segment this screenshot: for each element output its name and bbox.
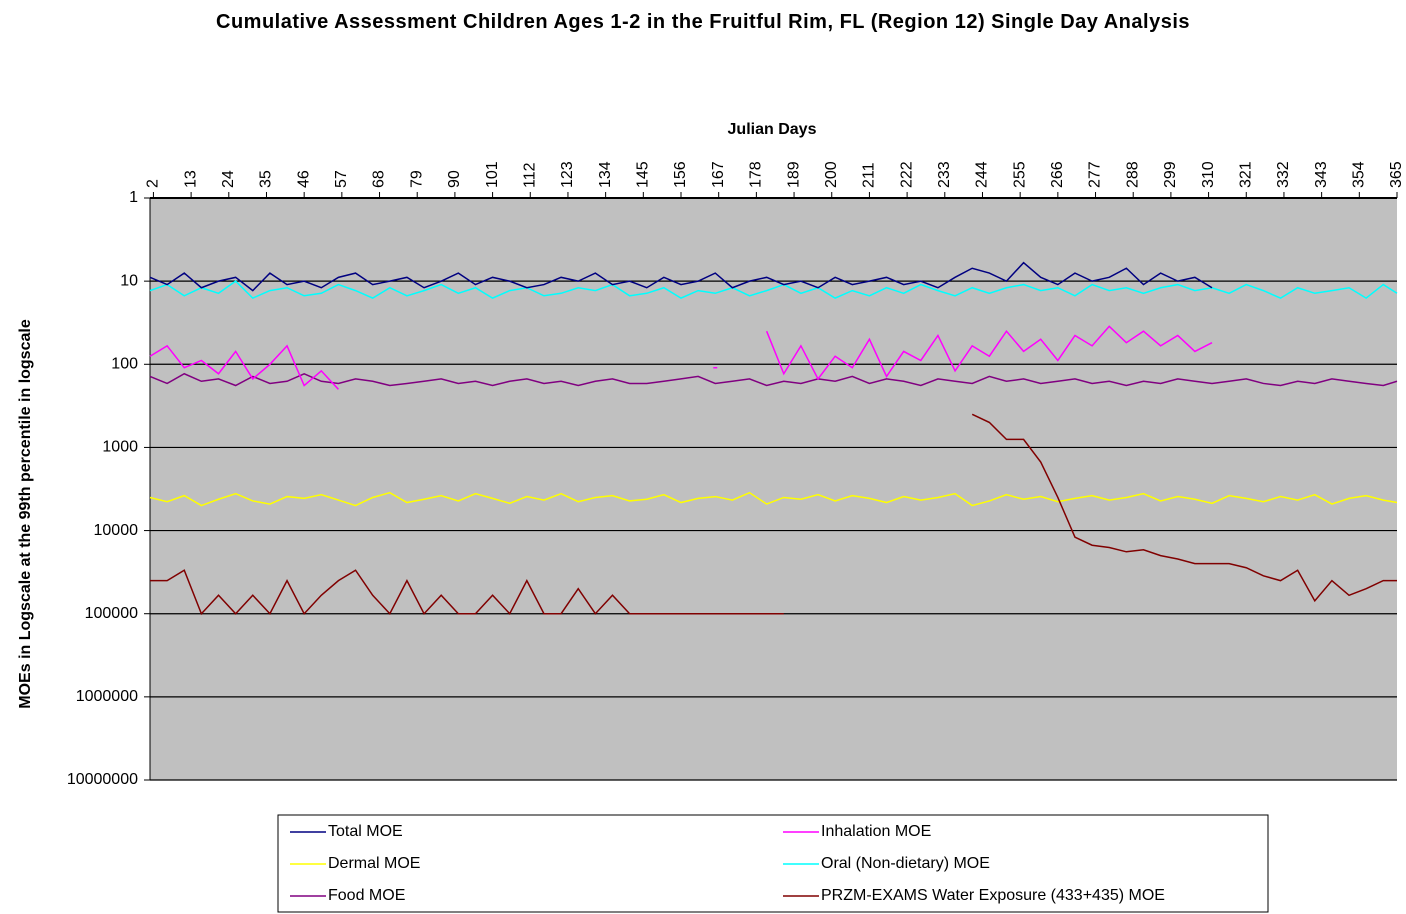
x-tick-label: 244 <box>974 161 991 188</box>
x-tick-label: 189 <box>785 161 802 188</box>
x-tick-label: 13 <box>182 170 199 188</box>
x-tick-label: 156 <box>672 161 689 188</box>
series-line <box>149 344 339 390</box>
x-tick-label: 266 <box>1049 161 1066 188</box>
series-line <box>149 261 1213 292</box>
legend-label: Dermal MOE <box>328 855 420 872</box>
chart-title: Cumulative Assessment Children Ages 1-2 … <box>216 11 1190 33</box>
series-line <box>150 569 784 616</box>
x-tick-label: 2 <box>145 179 162 188</box>
y-tick-label: 10000000 <box>67 771 138 788</box>
x-axis-title: Julian Days <box>728 121 817 138</box>
x-tick-label: 321 <box>1237 161 1254 188</box>
x-tick-label: 145 <box>635 161 652 188</box>
x-tick-label: 123 <box>559 161 576 188</box>
x-tick-label: 354 <box>1351 161 1368 188</box>
x-tick-label: 288 <box>1124 161 1141 188</box>
x-tick-label: 167 <box>710 161 727 188</box>
x-tick-label: 200 <box>823 161 840 188</box>
y-tick-label: 10000 <box>94 522 139 539</box>
legend-label: Total MOE <box>328 823 403 840</box>
x-tick-label: 90 <box>446 170 463 188</box>
x-tick-label: 46 <box>295 170 312 188</box>
series-line <box>971 413 1397 603</box>
x-tick-label: 101 <box>484 161 501 188</box>
plot-area <box>150 198 1397 780</box>
x-tick-label: 57 <box>333 170 350 188</box>
x-tick-label: 79 <box>408 170 425 188</box>
y-tick-label: 10 <box>120 272 138 289</box>
y-tick-label: 1 <box>129 189 138 206</box>
x-tick-label: 332 <box>1275 161 1292 188</box>
x-tick-label: 365 <box>1388 161 1405 188</box>
y-tick-label: 1000000 <box>76 688 138 705</box>
x-tick-label: 134 <box>597 161 614 188</box>
series-line <box>149 372 1398 387</box>
x-tick-label: 35 <box>258 170 275 188</box>
y-tick-label: 100 <box>111 356 138 373</box>
y-tick-label: 1000 <box>102 439 138 456</box>
x-tick-label: 233 <box>936 161 953 188</box>
legend-label: PRZM-EXAMS Water Exposure (433+435) MOE <box>821 887 1165 904</box>
x-tick-label: 299 <box>1162 161 1179 188</box>
legend-label: Inhalation MOE <box>821 823 931 840</box>
x-tick-label: 24 <box>220 170 237 188</box>
x-tick-label: 255 <box>1011 161 1028 188</box>
legend-label: Oral (Non-dietary) MOE <box>821 855 990 872</box>
legend-box <box>277 814 1269 913</box>
x-tick-label: 277 <box>1087 161 1104 188</box>
x-tick-label: 68 <box>371 170 388 188</box>
series-line <box>149 491 1398 507</box>
x-tick-label: 343 <box>1313 161 1330 188</box>
x-tick-label: 310 <box>1200 161 1217 188</box>
legend-label: Food MOE <box>328 887 405 904</box>
x-tick-label: 112 <box>521 162 538 188</box>
y-tick-label: 100000 <box>85 605 138 622</box>
x-tick-label: 211 <box>861 162 878 188</box>
x-tick-label: 222 <box>898 161 915 188</box>
x-tick-label: 178 <box>748 161 765 188</box>
series-line <box>149 280 1398 300</box>
series-line <box>765 325 1213 381</box>
y-axis-title: MOEs in Logscale at the 99th percentile … <box>17 319 34 709</box>
